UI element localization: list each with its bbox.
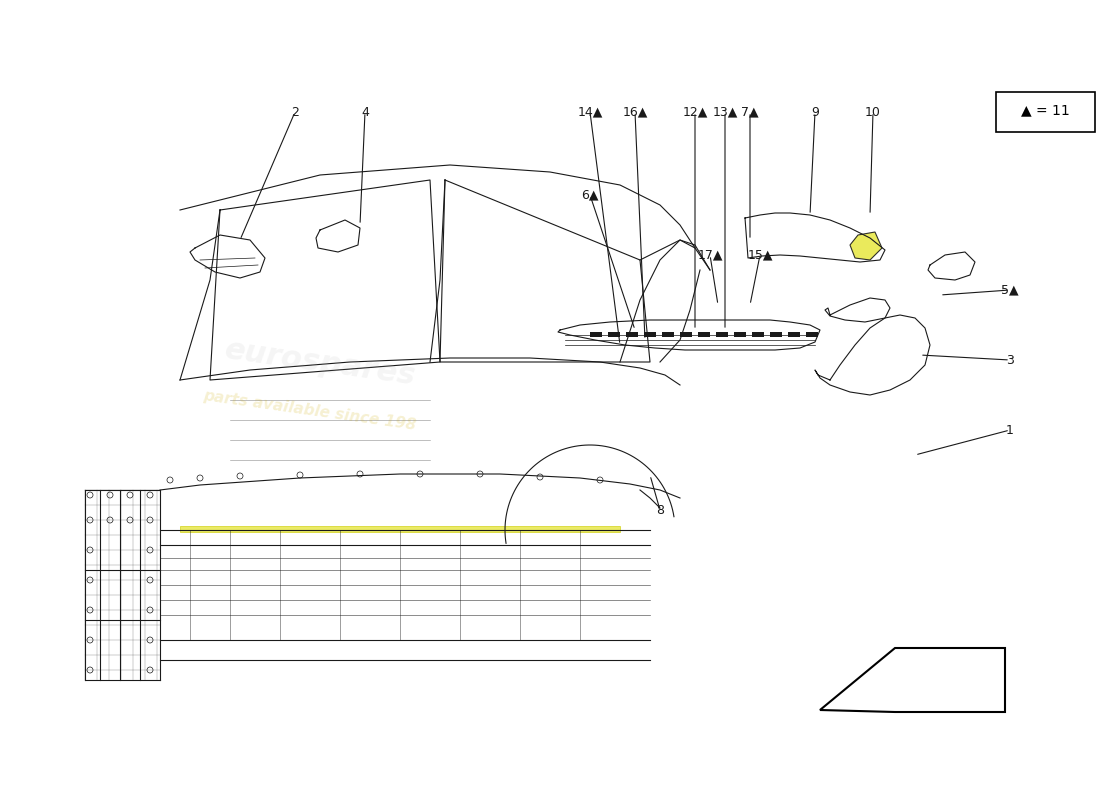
Text: 14▲: 14▲ (578, 106, 603, 118)
Text: ▲ = 11: ▲ = 11 (1021, 103, 1069, 117)
Bar (806, 332, 818, 337)
Text: 17▲: 17▲ (697, 249, 723, 262)
Text: 6▲: 6▲ (581, 189, 598, 202)
Text: eurospares: eurospares (222, 335, 418, 391)
Text: 10: 10 (865, 106, 881, 118)
Bar (698, 332, 710, 337)
Polygon shape (850, 232, 882, 260)
Text: 7▲: 7▲ (741, 106, 759, 118)
Bar (770, 332, 782, 337)
Text: 4: 4 (361, 106, 368, 118)
Text: 5▲: 5▲ (1001, 283, 1019, 297)
Bar (788, 332, 800, 337)
Text: 15▲: 15▲ (747, 249, 772, 262)
Text: 3: 3 (1006, 354, 1014, 366)
FancyBboxPatch shape (996, 92, 1094, 132)
Bar (752, 332, 764, 337)
Bar (608, 332, 620, 337)
Bar (680, 332, 692, 337)
Polygon shape (820, 648, 1005, 712)
Bar (590, 332, 602, 337)
Text: 16▲: 16▲ (623, 106, 648, 118)
Text: parts available since 198: parts available since 198 (202, 388, 418, 433)
Text: 12▲: 12▲ (682, 106, 707, 118)
Text: 13▲: 13▲ (713, 106, 738, 118)
Polygon shape (180, 526, 620, 532)
Bar (716, 332, 728, 337)
Bar (734, 332, 746, 337)
Text: 1: 1 (1006, 423, 1014, 437)
Text: 8: 8 (656, 503, 664, 517)
Text: 2: 2 (292, 106, 299, 118)
Bar (644, 332, 656, 337)
Text: 9: 9 (811, 106, 818, 118)
Bar (662, 332, 674, 337)
Bar (626, 332, 638, 337)
